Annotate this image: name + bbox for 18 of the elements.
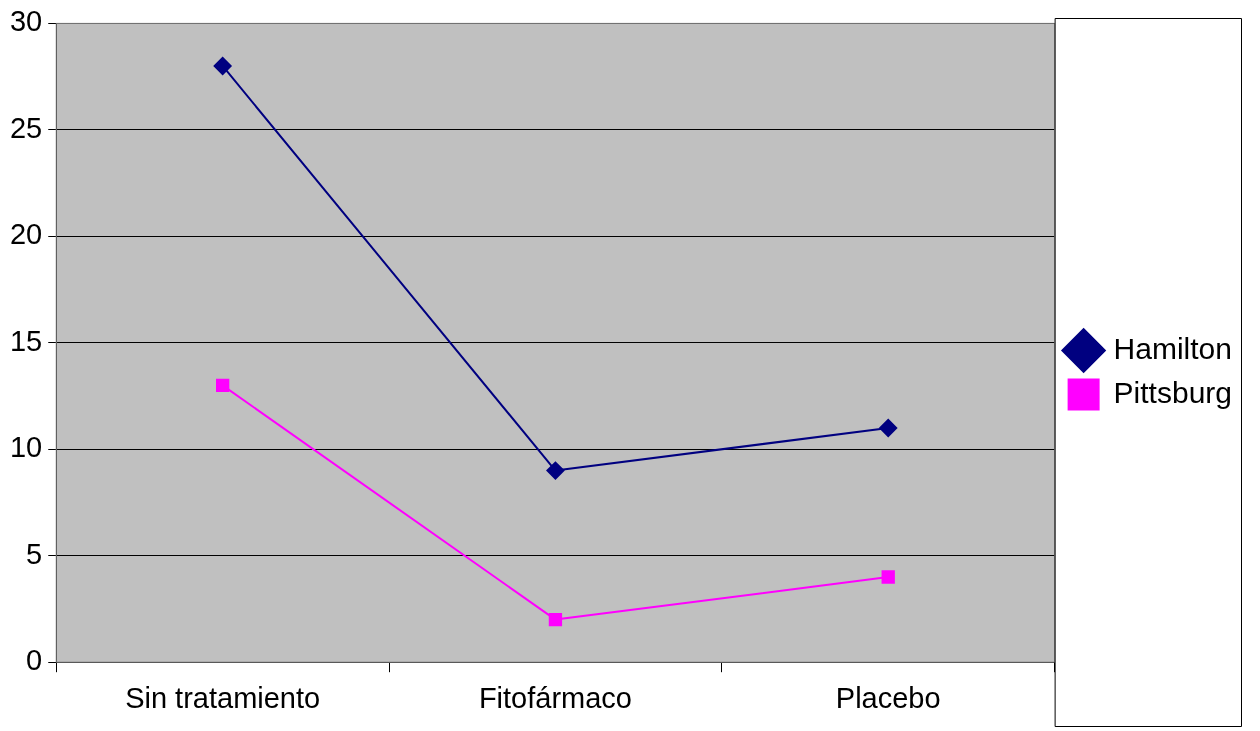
point — [881, 570, 895, 584]
y-tick-label: 20 — [9, 218, 43, 251]
point — [546, 461, 565, 480]
x-tick-label: Sin tratamiento — [125, 681, 321, 714]
y-tick-label: 10 — [9, 431, 43, 464]
y-tick-label: 15 — [9, 324, 43, 357]
y-tick-label: 0 — [26, 644, 43, 677]
point — [879, 418, 898, 437]
y-tick-label: 25 — [9, 111, 43, 144]
point — [548, 612, 563, 627]
y-tick-label: 30 — [9, 5, 43, 38]
x-tick-label: Fitofármaco — [478, 681, 632, 714]
legend-label: Pittsburg — [1113, 375, 1232, 409]
point — [215, 378, 230, 393]
x-tick-label: Placebo — [835, 681, 941, 714]
y-tick-label: 5 — [26, 537, 43, 570]
legend-label: Hamilton — [1113, 331, 1232, 365]
point — [213, 56, 232, 75]
